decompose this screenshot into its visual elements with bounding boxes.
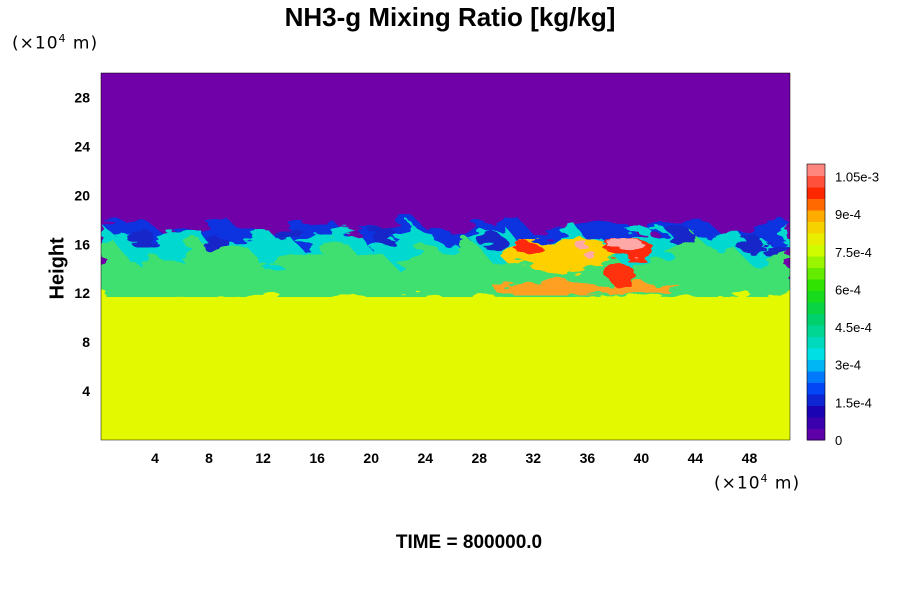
x-tick-label: 40 [634,450,650,466]
field-layers [101,73,790,440]
colorbar-segment [807,233,825,245]
x-tick-label: 12 [255,450,271,466]
colorbar-segment [807,187,825,199]
y-axis-unit: (×104 m) [12,32,99,54]
colorbar-segment [807,348,825,360]
x-tick-labels: 4 8 12 16 20 24 28 32 36 40 44 48 [151,450,757,466]
colorbar-frame [806,163,826,441]
max-patch [607,236,644,253]
colorbar-segment [807,405,825,418]
y-tick-label: 16 [74,236,90,252]
colorbar-segment [807,371,825,383]
colorbar-segment [807,279,825,291]
max-patch-2 [578,242,591,253]
y-tick-label: 24 [74,138,90,154]
colorbar-tick-label: 1.05e-3 [835,170,879,185]
x-tick-label: 44 [688,450,704,466]
colorbar-segment [807,359,825,372]
x-tick-label: 28 [471,450,487,466]
y-tick-label: 28 [74,89,90,105]
colorbar-tick-label: 4.5e-4 [835,320,872,335]
colorbar-tick-label: 9e-4 [835,207,861,222]
colorbar-segment [807,290,825,303]
eddy-2 [276,226,305,243]
colorbar-segment [807,336,825,349]
eddy-1 [201,236,230,253]
plot-frame [100,72,791,441]
x-tick-label: 48 [742,450,758,466]
x-tick-label: 4 [151,450,159,466]
x-tick-label: 8 [205,450,213,466]
colorbar-segment [807,302,825,314]
eddy-5 [667,230,696,247]
colorbar-tick-label: 0 [835,433,842,448]
eddy-6 [735,236,764,253]
eddy-3 [370,227,399,244]
colorbar-segment [807,164,825,176]
x-tick-label: 36 [580,450,596,466]
colorbar-segment [807,267,825,280]
x-tick-label: 20 [363,450,379,466]
y-tick-label: 8 [82,334,90,350]
y-tick-label: 4 [82,383,90,399]
colorbar: 0 1.5e-4 3e-4 4.5e-4 6e-4 7.5e-4 9e-4 1.05e-3 [806,163,879,448]
time-label: TIME = 800000.0 [395,532,543,553]
colorbar-tick-label: 3e-4 [835,358,861,373]
colorbar-segment [807,417,825,429]
colorbar-segment [807,313,825,326]
x-tick-label: 32 [526,450,542,466]
orange-streak [492,281,683,296]
colorbar-segment [807,256,825,268]
red-patch-2 [512,241,541,252]
x-tick-label: 16 [309,450,325,466]
colorbar-segment [807,394,825,406]
y-tick-labels: 4 8 12 16 20 24 28 [74,89,90,399]
colorbar-segment [807,244,825,257]
colorbar-segment [807,210,825,222]
red-patch-1 [607,263,636,286]
eddy-7 [762,242,790,259]
warm-patches [492,235,683,296]
colorbar-tick-label: 1.5e-4 [835,395,872,410]
colorbar-segment [807,221,825,234]
y-tick-label: 20 [74,187,90,203]
eddy-0 [127,230,156,247]
colorbar-segment [807,325,825,337]
x-tick-label: 24 [417,450,433,466]
colorbar-segment [807,198,825,211]
eddy-4 [478,233,507,250]
colorbar-segment [807,382,825,395]
lower-region [101,280,790,440]
x-axis-unit: (×104 m) [714,472,801,494]
colorbar-tick-label: 6e-4 [835,282,861,297]
colorbar-tick-label: 7.5e-4 [835,245,872,260]
colorbar-segment [807,175,825,188]
chart-title: NH3-g Mixing Ratio [kg/kg] [284,2,616,32]
colorbar-segment [807,428,825,441]
y-tick-label: 12 [74,285,90,301]
